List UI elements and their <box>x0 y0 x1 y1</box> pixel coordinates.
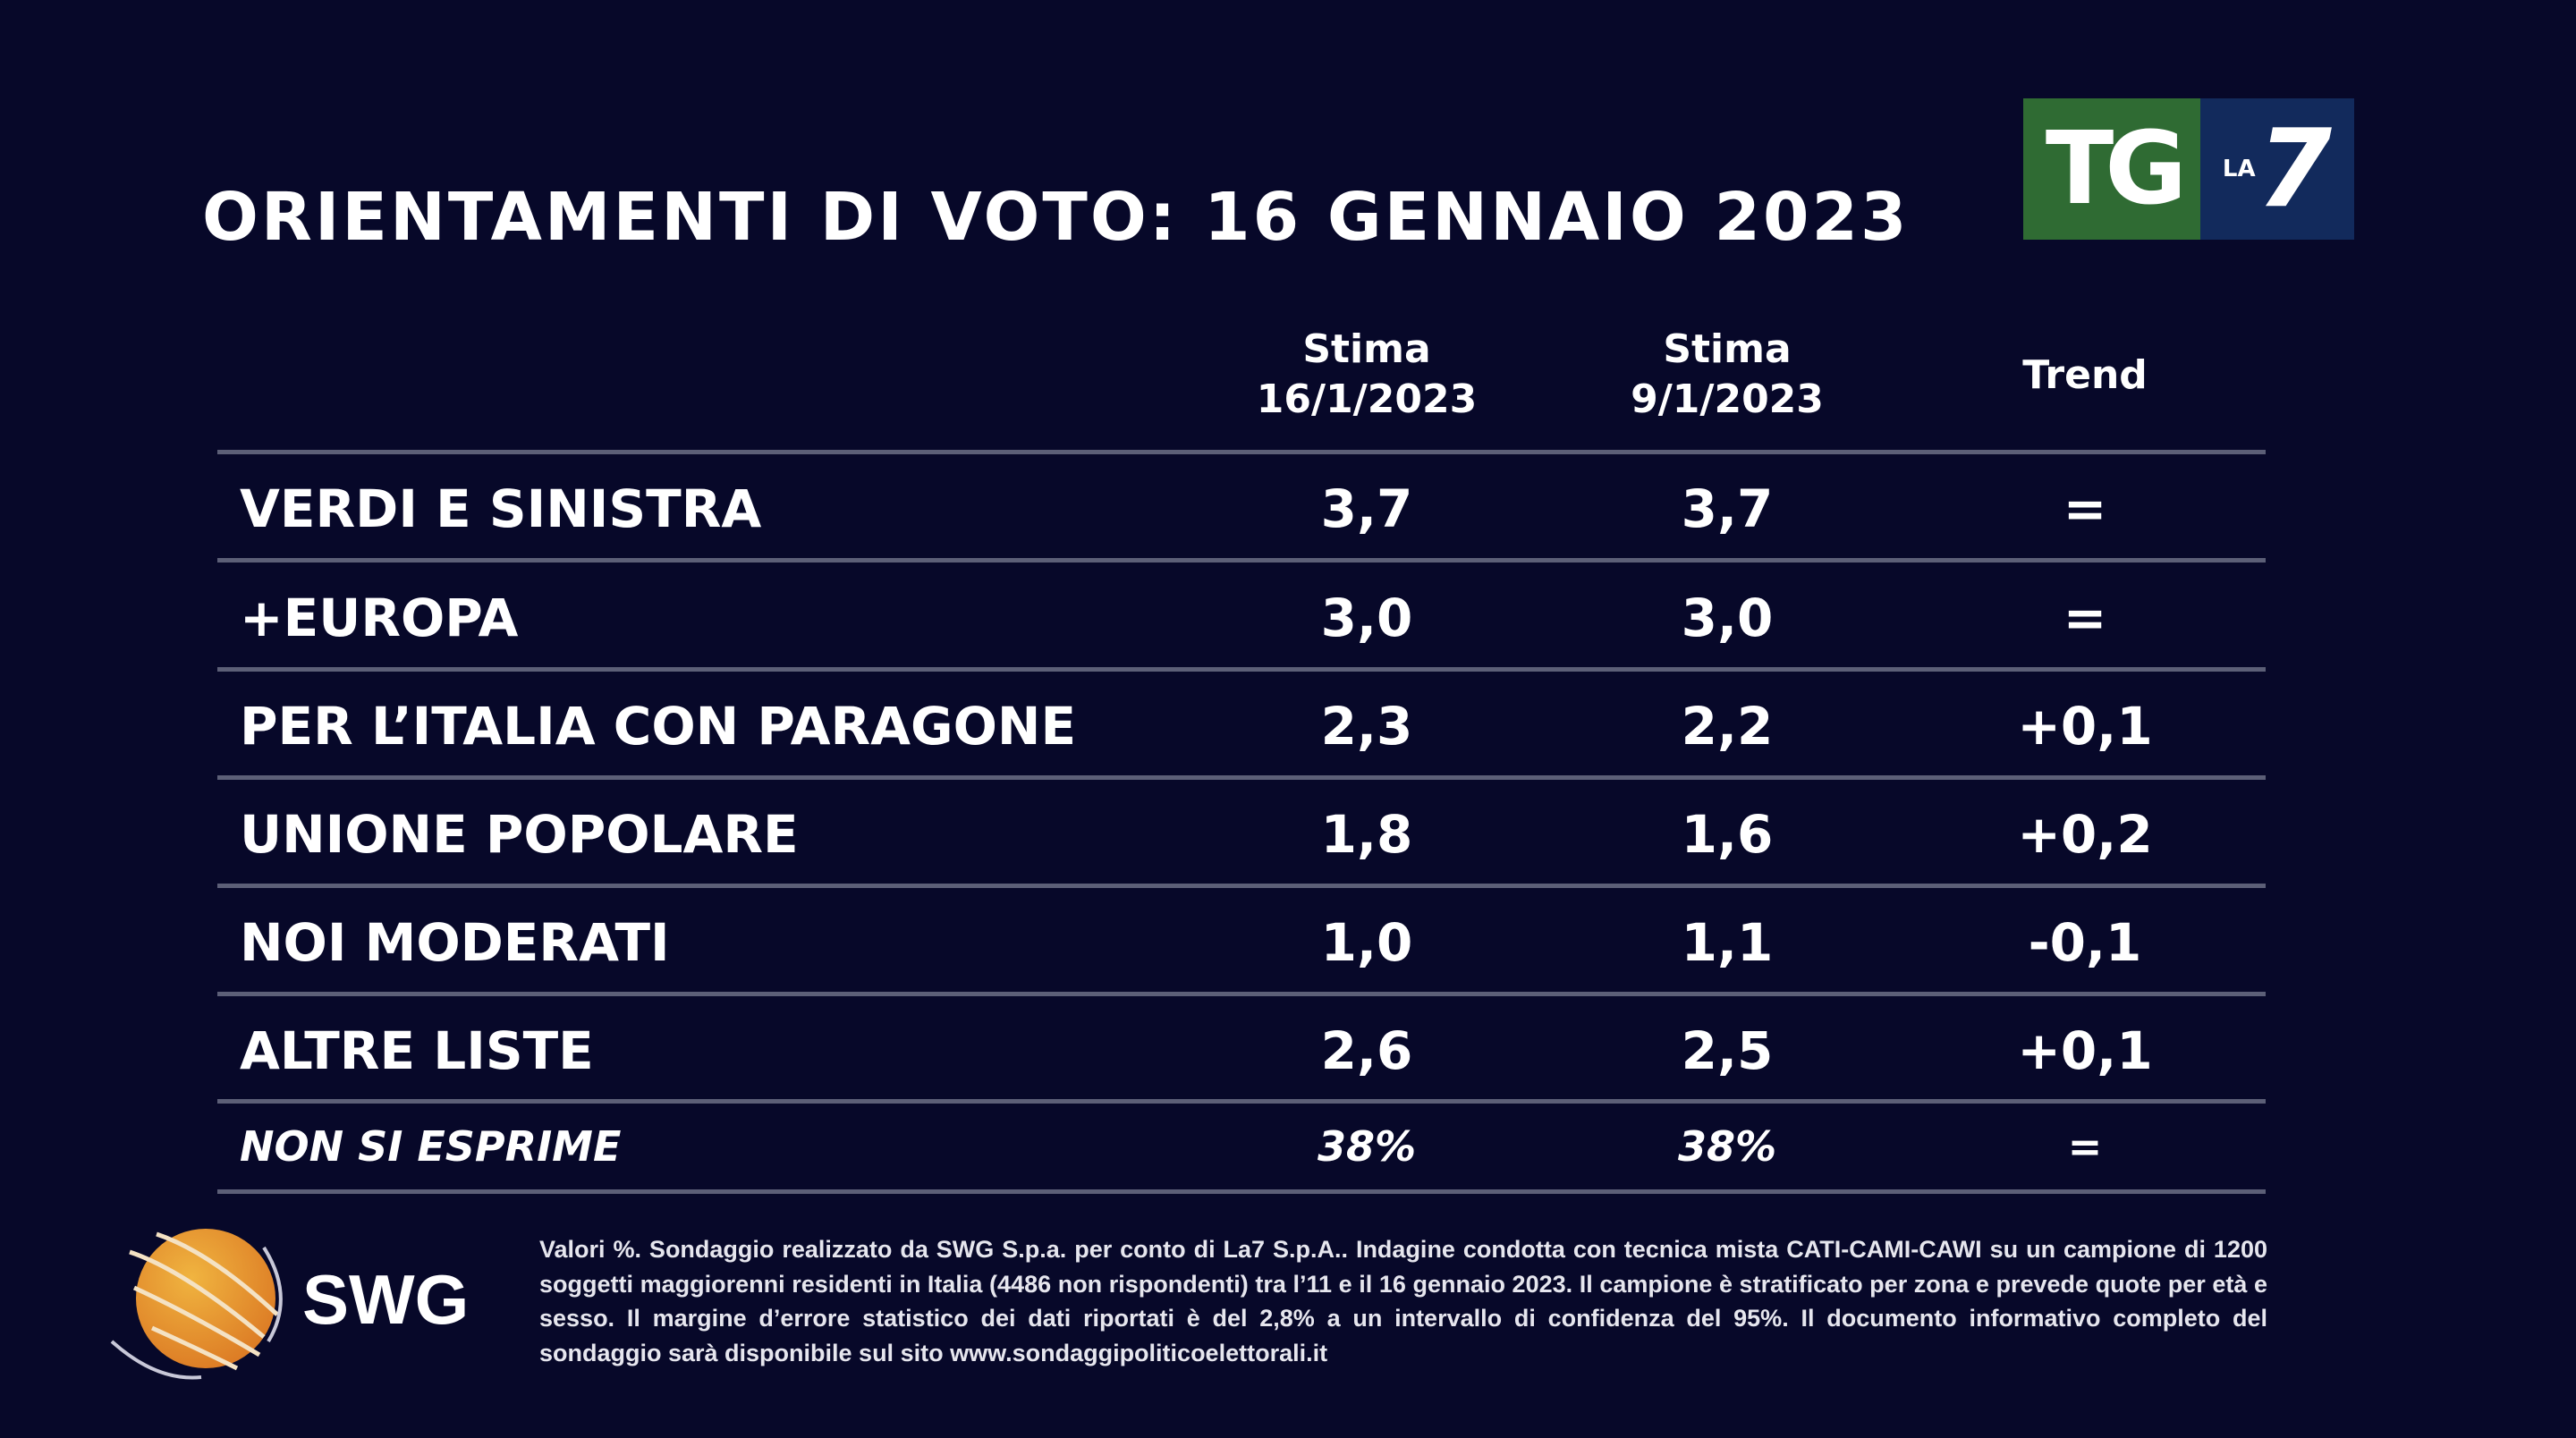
table-row: VERDI E SINISTRA 3,7 3,7 = <box>217 460 2266 558</box>
table-row: NOI MODERATI 1,0 1,1 -0,1 <box>217 893 2266 992</box>
swg-logo-text: SWG <box>302 1260 470 1339</box>
header-line2: 16/1/2023 <box>1256 376 1478 422</box>
party-name: +EUROPA <box>240 588 519 648</box>
divider <box>217 558 2266 563</box>
party-name: NON SI ESPRIME <box>240 1122 622 1171</box>
current-value: 3,0 <box>1320 588 1413 648</box>
current-value: 3,7 <box>1320 478 1413 539</box>
party-name: NOI MODERATI <box>240 912 670 973</box>
current-value: 38% <box>1317 1122 1417 1171</box>
previous-value: 1,1 <box>1681 912 1774 973</box>
previous-value: 38% <box>1677 1122 1777 1171</box>
table-row: UNIONE POPOLARE 1,8 1,6 +0,2 <box>217 785 2266 884</box>
trend-value: +0,1 <box>2017 1020 2153 1081</box>
la7-logo: LA 7 <box>2200 98 2354 240</box>
previous-value: 3,0 <box>1681 588 1774 648</box>
trend-value: = <box>2063 478 2107 539</box>
previous-value: 2,5 <box>1681 1020 1774 1081</box>
table-row: PER L’ITALIA CON PARAGONE 2,3 2,2 +0,1 <box>217 677 2266 775</box>
header-line1: Stima <box>1663 326 1792 372</box>
tg-la7-logo: TG LA 7 <box>2023 98 2354 240</box>
party-name: UNIONE POPOLARE <box>240 804 799 865</box>
current-value: 2,6 <box>1320 1020 1413 1081</box>
divider <box>217 450 2266 454</box>
current-value: 2,3 <box>1320 696 1413 757</box>
swg-globe-icon <box>110 1229 283 1380</box>
trend-value: = <box>2063 588 2107 648</box>
current-value: 1,8 <box>1320 804 1413 865</box>
trend-value: = <box>2067 1122 2103 1171</box>
party-name: VERDI E SINISTRA <box>240 478 762 539</box>
la-text: LA <box>2222 156 2256 182</box>
divider <box>217 1189 2266 1194</box>
column-header-previous: Stima 9/1/2023 <box>1566 325 1888 425</box>
page-title: ORIENTAMENTI DI VOTO: 16 GENNAIO 2023 <box>202 179 1910 256</box>
table-row: ALTRE LISTE 2,6 2,5 +0,1 <box>217 1002 2266 1100</box>
divider <box>217 1099 2266 1104</box>
table-row: +EUROPA 3,0 3,0 = <box>217 569 2266 667</box>
methodology-footnote: Valori %. Sondaggio realizzato da SWG S.… <box>539 1236 2267 1366</box>
seven-text: 7 <box>2257 106 2333 232</box>
trend-value: -0,1 <box>2028 912 2142 973</box>
column-header-current: Stima 16/1/2023 <box>1206 325 1528 425</box>
table-row-non-si-esprime: NON SI ESPRIME 38% 38% = <box>217 1106 2266 1205</box>
trend-value: +0,1 <box>2017 696 2153 757</box>
party-name: ALTRE LISTE <box>240 1020 594 1081</box>
tg-logo-text: TG <box>2023 98 2200 240</box>
trend-value: +0,2 <box>2017 804 2153 865</box>
divider <box>217 775 2266 780</box>
previous-value: 3,7 <box>1681 478 1774 539</box>
divider <box>217 992 2266 996</box>
current-value: 1,0 <box>1320 912 1413 973</box>
header-line1: Stima <box>1302 326 1431 372</box>
party-name: PER L’ITALIA CON PARAGONE <box>240 696 1077 757</box>
header-line2: 9/1/2023 <box>1631 376 1824 422</box>
header-line1: Trend <box>2022 352 2148 398</box>
previous-value: 2,2 <box>1681 696 1774 757</box>
divider <box>217 667 2266 672</box>
divider <box>217 884 2266 888</box>
previous-value: 1,6 <box>1681 804 1774 865</box>
column-header-trend: Trend <box>1924 351 2246 401</box>
